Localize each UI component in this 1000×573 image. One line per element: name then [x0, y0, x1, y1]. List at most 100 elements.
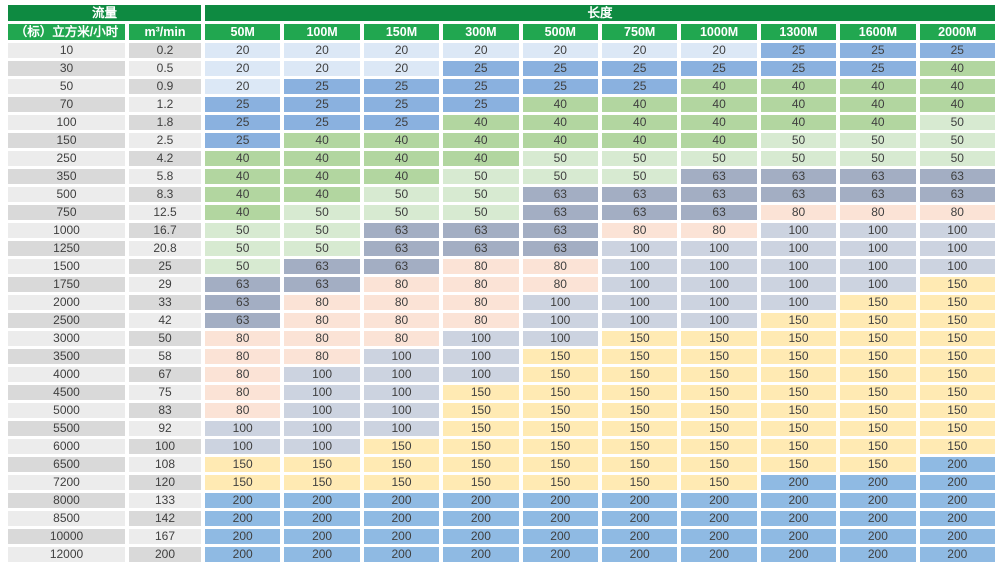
diameter-cell: 200: [760, 493, 837, 508]
diameter-cell: 20: [284, 43, 360, 58]
diameter-cell: 200: [443, 493, 519, 508]
diameter-cell: 63: [522, 205, 598, 220]
diameter-cell: 80: [205, 385, 281, 400]
diameter-cell: 40: [840, 79, 916, 94]
diameter-cell: 50: [443, 205, 519, 220]
diameter-cell: 150: [522, 349, 598, 364]
diameter-cell: 100: [760, 295, 837, 310]
diameter-cell: 200: [522, 511, 598, 526]
diameter-cell: 40: [284, 151, 360, 166]
diameter-cell: 200: [284, 547, 360, 562]
diameter-cell: 150: [840, 457, 916, 472]
diameter-cell: 50: [284, 223, 360, 238]
diameter-cell: 63: [522, 241, 598, 256]
table-row: 30 0.5 20 20 20 25 25 25 25 25 25 40: [8, 61, 995, 76]
flow-m3min-cell: 0.2: [129, 43, 201, 58]
diameter-cell: 100: [760, 241, 837, 256]
diameter-cell: 63: [919, 169, 995, 184]
diameter-cell: 25: [443, 61, 519, 76]
diameter-cell: 150: [840, 367, 916, 382]
diameter-cell: 100: [602, 313, 678, 328]
table-row: 6500 108 150 150 150 150 150 150 150 150 150 200: [8, 457, 995, 472]
diameter-cell: 40: [681, 79, 757, 94]
diameter-cell: 80: [205, 331, 281, 346]
diameter-cell: 63: [760, 187, 837, 202]
diameter-cell: 100: [919, 241, 995, 256]
diameter-cell: 150: [443, 457, 519, 472]
flow-m3h-cell: 1500: [8, 259, 125, 274]
diameter-cell: 150: [363, 439, 440, 454]
flow-m3h-cell: 10: [8, 43, 125, 58]
diameter-cell: 150: [443, 385, 519, 400]
diameter-cell: 20: [205, 43, 281, 58]
length-column-header: 100M: [284, 24, 360, 40]
table-row: 3500 58 80 80 100 100 150 150 150 150 150 150: [8, 349, 995, 364]
diameter-cell: 150: [522, 439, 598, 454]
diameter-cell: 63: [522, 187, 598, 202]
diameter-cell: 20: [443, 43, 519, 58]
diameter-cell: 100: [284, 403, 360, 418]
diameter-cell: 50: [760, 151, 837, 166]
flow-group-header: 流量: [8, 5, 201, 21]
diameter-cell: 200: [760, 529, 837, 544]
table-row: 350 5.8 40 40 40 50 50 50 63 63 63 63: [8, 169, 995, 184]
flow-m3h-cell: 6000: [8, 439, 125, 454]
diameter-cell: 150: [522, 457, 598, 472]
table-row: 1500 25 50 63 63 80 80 100 100 100 100 100: [8, 259, 995, 274]
diameter-cell: 100: [602, 277, 678, 292]
flow-m3h-cell: 30: [8, 61, 125, 76]
flow-m3min-cell: 16.7: [129, 223, 201, 238]
diameter-cell: 150: [602, 421, 678, 436]
diameter-cell: 40: [205, 205, 281, 220]
diameter-cell: 150: [919, 367, 995, 382]
flow-m3h-cell: 2000: [8, 295, 125, 310]
diameter-cell: 25: [363, 115, 440, 130]
diameter-cell: 25: [602, 79, 678, 94]
diameter-cell: 150: [205, 475, 281, 490]
diameter-cell: 25: [205, 115, 281, 130]
diameter-cell: 63: [760, 169, 837, 184]
diameter-cell: 20: [681, 43, 757, 58]
diameter-cell: 50: [919, 151, 995, 166]
length-column-header: 50M: [205, 24, 281, 40]
diameter-cell: 150: [760, 457, 837, 472]
diameter-cell: 150: [602, 475, 678, 490]
diameter-cell: 40: [363, 133, 440, 148]
diameter-cell: 150: [681, 457, 757, 472]
diameter-cell: 150: [522, 403, 598, 418]
diameter-cell: 40: [284, 169, 360, 184]
flow-m3h-cell: 2500: [8, 313, 125, 328]
diameter-cell: 40: [205, 151, 281, 166]
flow-m3min-cell: 50: [129, 331, 201, 346]
diameter-cell: 63: [205, 313, 281, 328]
diameter-cell: 50: [363, 205, 440, 220]
diameter-cell: 80: [205, 367, 281, 382]
diameter-cell: 200: [602, 529, 678, 544]
flow-m3min-cell: 167: [129, 529, 201, 544]
diameter-cell: 150: [602, 457, 678, 472]
diameter-cell: 80: [363, 331, 440, 346]
length-column-header: 300M: [443, 24, 519, 40]
diameter-cell: 80: [522, 277, 598, 292]
diameter-cell: 80: [522, 259, 598, 274]
pipe-diameter-selection-table: 流量 长度 （标）立方米/小时 m³/min 50M 100M 150M 300M 500M…: [0, 5, 1000, 562]
table-row: 8000 133 200 200 200 200 200 200 200 200 200 200: [8, 493, 995, 508]
diameter-cell: 63: [284, 277, 360, 292]
diameter-cell: 150: [602, 349, 678, 364]
diameter-cell: 150: [840, 421, 916, 436]
diameter-cell: 100: [681, 259, 757, 274]
diameter-cell: 50: [284, 205, 360, 220]
diameter-cell: 25: [919, 43, 995, 58]
diameter-cell: 100: [840, 259, 916, 274]
diameter-cell: 20: [205, 79, 281, 94]
diameter-cell: 150: [681, 331, 757, 346]
diameter-cell: 150: [522, 475, 598, 490]
diameter-cell: 200: [840, 511, 916, 526]
diameter-cell: 150: [363, 457, 440, 472]
diameter-cell: 50: [363, 187, 440, 202]
length-column-header: 500M: [522, 24, 598, 40]
diameter-cell: 63: [443, 223, 519, 238]
diameter-cell: 100: [840, 223, 916, 238]
diameter-cell: 150: [522, 421, 598, 436]
diameter-cell: 50: [443, 169, 519, 184]
